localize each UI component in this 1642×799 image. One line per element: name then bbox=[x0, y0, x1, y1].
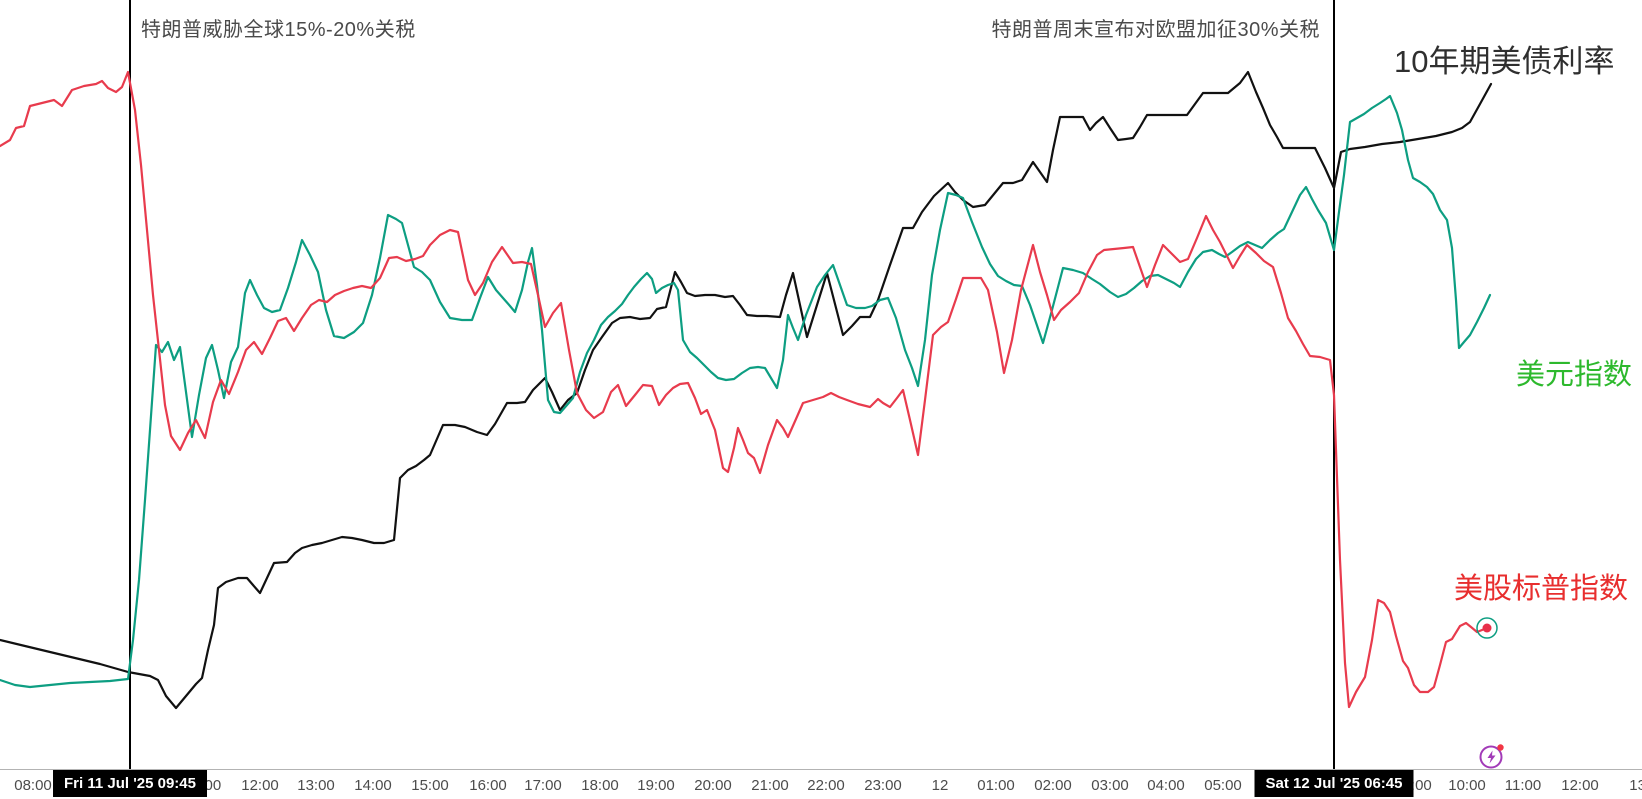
time-tick-label: 02:00 bbox=[1034, 777, 1072, 794]
time-tick-label: 14:00 bbox=[354, 777, 392, 794]
series-line-0 bbox=[0, 70, 1493, 710]
time-tick-label: 12:00 bbox=[241, 777, 279, 794]
time-tick-label: 22:00 bbox=[807, 777, 845, 794]
time-badge-event-2: Sat 12 Jul '25 06:45 bbox=[1254, 770, 1414, 797]
annotation-eu-tariff: 特朗普周末宣布对欧盟加征30%关税 bbox=[991, 19, 1320, 41]
series-label-dollar-index: 美元指数 bbox=[1515, 359, 1632, 391]
time-tick-label: 04:00 bbox=[1147, 777, 1185, 794]
time-tick-label: 21:00 bbox=[751, 777, 789, 794]
time-tick-label: 18:00 bbox=[581, 777, 619, 794]
last-price-dot bbox=[1482, 623, 1492, 633]
time-tick-label: 20:00 bbox=[694, 777, 732, 794]
time-tick-label: 13:00 bbox=[297, 777, 335, 794]
time-tick-label: 05:00 bbox=[1204, 777, 1242, 794]
last-price-ring bbox=[1476, 617, 1498, 639]
time-tick-label: 17:00 bbox=[524, 777, 562, 794]
series-line-2 bbox=[0, 70, 1489, 709]
time-tick-label: 12 bbox=[931, 777, 949, 794]
series-label-sp500: 美股标普指数 bbox=[1453, 573, 1628, 605]
time-tick-label: 13:00 bbox=[1629, 777, 1642, 794]
time-tick-label: 11:00 bbox=[1504, 777, 1542, 794]
series-label-treasury-yield: 10年期美债利率 bbox=[1394, 44, 1615, 79]
time-tick-label: 08:00 bbox=[14, 777, 52, 794]
time-tick-label: 23:00 bbox=[864, 777, 902, 794]
time-tick-label: 01:00 bbox=[977, 777, 1015, 794]
time-tick-label: 03:00 bbox=[1091, 777, 1129, 794]
time-badge-event-1: Fri 11 Jul '25 09:45 bbox=[53, 770, 207, 797]
time-axis[interactable]: 08:00 11:00 12:00 13:00 14:00 15:00 16:00 17:00… bbox=[0, 769, 1642, 799]
time-tick-label: 15:00 bbox=[411, 777, 449, 794]
news-flash-icon[interactable] bbox=[1477, 741, 1507, 771]
line-chart[interactable] bbox=[0, 0, 1642, 769]
series-line-1 bbox=[0, 94, 1492, 689]
time-tick-label: 19:00 bbox=[637, 777, 675, 794]
time-tick-label: 16:00 bbox=[469, 777, 507, 794]
annotation-tariff-threat: 特朗普威胁全球15%-20%关税 bbox=[141, 19, 416, 41]
time-tick-label: 10:00 bbox=[1448, 777, 1486, 794]
time-tick-label: 12:00 bbox=[1561, 777, 1599, 794]
